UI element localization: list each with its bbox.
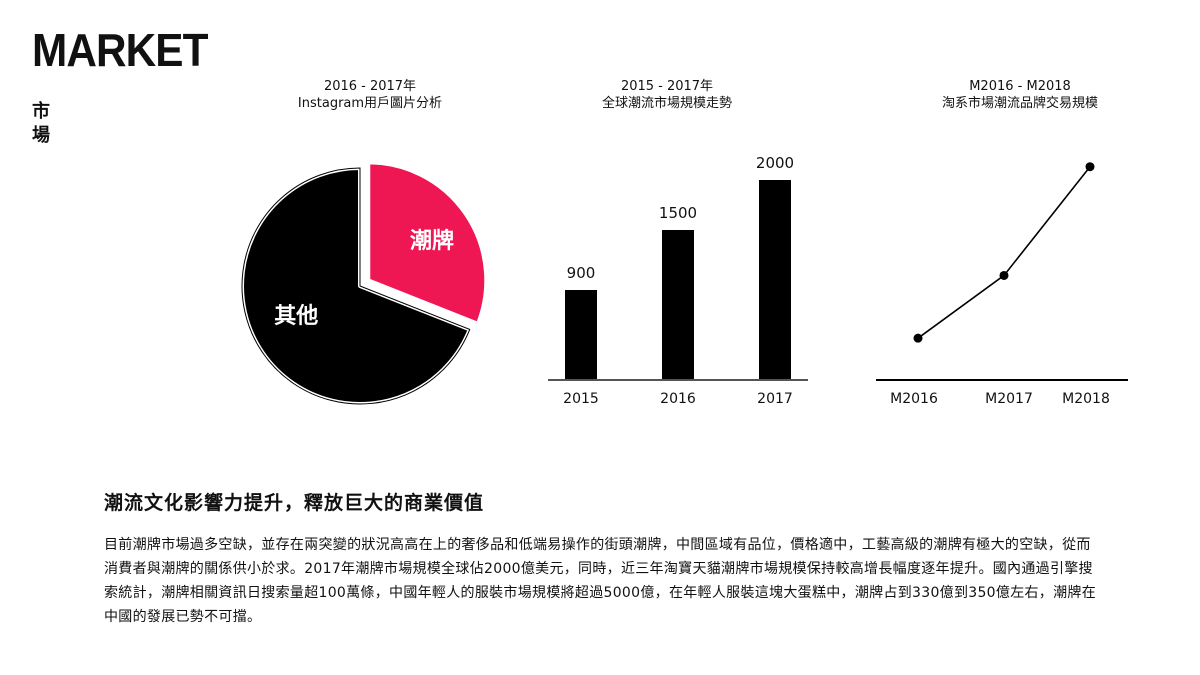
- pie-slice: [366, 160, 489, 326]
- line-chart-title-line1: M2016 - M2018: [969, 79, 1071, 94]
- page-subtitle: 市場: [32, 101, 50, 146]
- line-x-tick-label: M2018: [1062, 391, 1110, 407]
- pie-chart-title: 2016 - 2017年 Instagram用戶圖片分析: [270, 78, 470, 112]
- bar-data-label: 1500: [659, 204, 697, 222]
- line-point: [1085, 162, 1095, 172]
- article-body: 目前潮牌市場過多空缺，並存在兩突變的狀況高高在上的奢侈品和低端易操作的街頭潮牌，…: [104, 537, 1096, 625]
- bar: [565, 290, 597, 380]
- bar-chart-title-line2: 全球潮流市場規模走勢: [601, 96, 732, 111]
- bar-x-tick-label: 2017: [757, 391, 793, 407]
- bar: [759, 180, 791, 380]
- pie-slice-label: 潮牌: [410, 228, 454, 254]
- bar-data-label: 900: [567, 264, 596, 282]
- pie-chart-title-line2: Instagram用戶圖片分析: [297, 96, 443, 111]
- line-point: [913, 333, 923, 343]
- line-point: [999, 270, 1009, 280]
- pie-chart-title-line1: 2016 - 2017年: [323, 79, 417, 94]
- bar-data-label: 2000: [756, 154, 794, 172]
- bar-chart-title: 2015 - 2017年 全球潮流市場規模走勢: [567, 78, 767, 112]
- line-x-tick-label: M2017: [985, 391, 1033, 407]
- line-chart-title-line2: 淘系市場潮流品牌交易規模: [941, 96, 1098, 111]
- article-heading: 潮流文化影響力提升，釋放巨大的商業價值: [104, 492, 485, 514]
- line-x-tick-label: M2016: [890, 391, 938, 407]
- pie-slice-label: 其他: [274, 304, 318, 329]
- page-title: MARKET: [32, 24, 208, 76]
- bar-x-tick-label: 2016: [660, 391, 696, 407]
- bar: [662, 230, 694, 380]
- bar-chart-title-line1: 2015 - 2017年: [620, 79, 714, 94]
- line-chart-title: M2016 - M2018 淘系市場潮流品牌交易規模: [910, 78, 1130, 112]
- bar-x-tick-label: 2015: [563, 391, 599, 407]
- line-series: [917, 166, 1091, 339]
- pie-slice-outline: [241, 167, 471, 405]
